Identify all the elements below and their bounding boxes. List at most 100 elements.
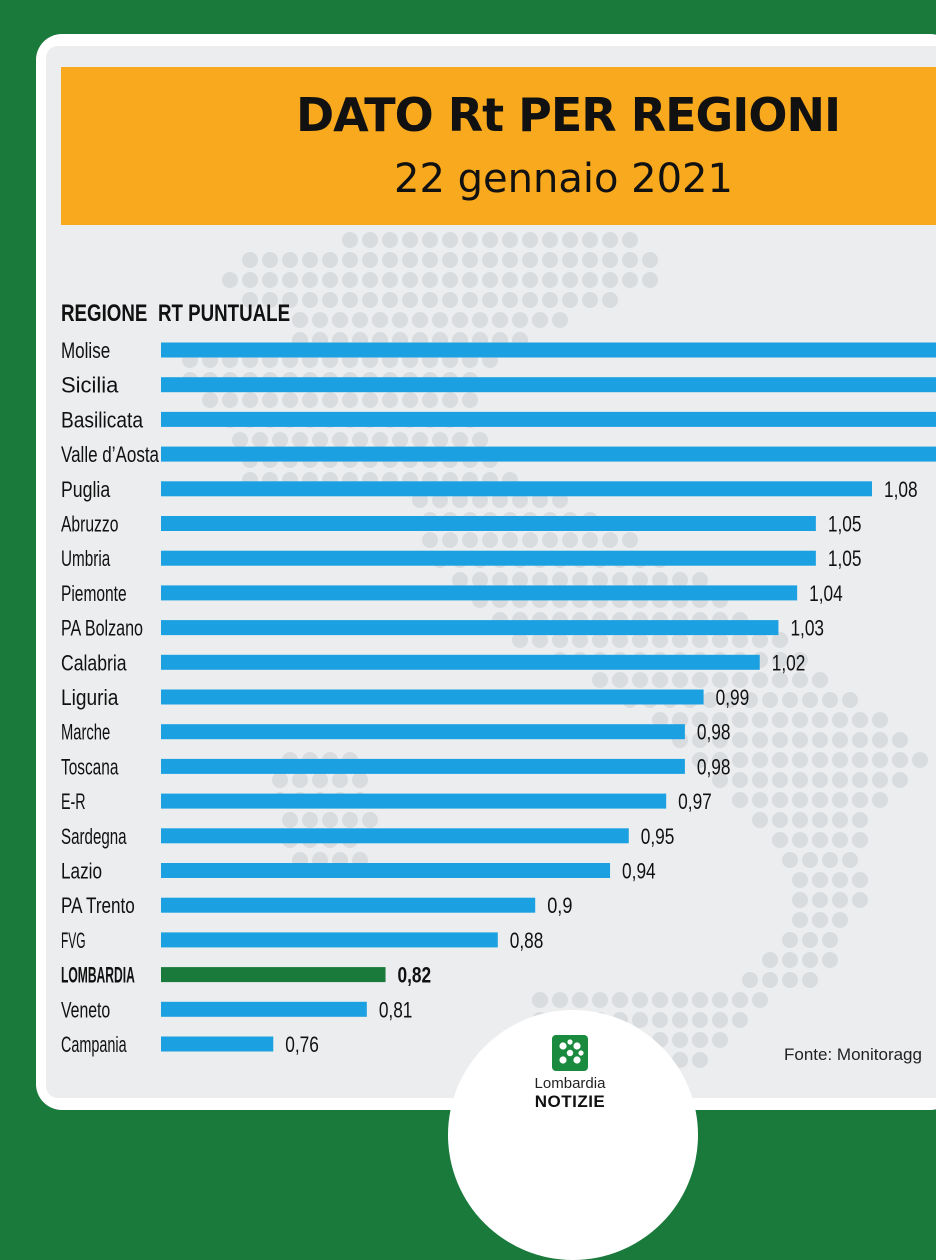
map-dot <box>832 752 848 768</box>
map-dot <box>762 972 778 988</box>
map-dot <box>302 272 318 288</box>
map-dot <box>712 752 728 768</box>
map-dot <box>632 992 648 1008</box>
bar <box>161 724 685 740</box>
map-dot <box>752 752 768 768</box>
map-dot <box>812 812 828 828</box>
map-dot <box>282 292 298 308</box>
map-dot <box>692 1012 708 1028</box>
map-dot <box>562 252 578 268</box>
map-dot <box>442 392 458 408</box>
map-dot <box>622 532 638 548</box>
map-dot <box>692 1032 708 1048</box>
map-dot <box>472 432 488 448</box>
map-dot <box>572 572 588 588</box>
bar <box>161 377 936 393</box>
map-dot <box>362 252 378 268</box>
map-dot <box>442 532 458 548</box>
map-dot <box>792 812 808 828</box>
map-dot <box>422 532 438 548</box>
data-label: 1,05 <box>828 512 862 537</box>
data-label: 0,94 <box>622 859 656 884</box>
map-dot <box>622 232 638 248</box>
map-dot <box>612 632 628 648</box>
map-dot <box>802 932 818 948</box>
map-dot <box>392 312 408 328</box>
map-dot <box>772 712 788 728</box>
map-dot <box>852 712 868 728</box>
map-dot <box>592 632 608 648</box>
map-dot <box>302 292 318 308</box>
category-label: Abruzzo <box>61 512 118 537</box>
map-dot <box>802 972 818 988</box>
map-dot <box>582 272 598 288</box>
map-dot <box>852 752 868 768</box>
map-dot <box>572 632 588 648</box>
category-label: Calabria <box>61 650 127 675</box>
map-dot <box>832 732 848 748</box>
bar <box>161 654 760 670</box>
map-dot <box>732 752 748 768</box>
map-dot <box>712 1012 728 1028</box>
data-label: 1,04 <box>809 581 843 606</box>
map-dot <box>712 732 728 748</box>
map-dot <box>492 312 508 328</box>
map-dot <box>782 852 798 868</box>
chart-title: DATO Rt PER REGIONI <box>296 88 841 142</box>
bar <box>161 411 936 427</box>
map-dot <box>692 632 708 648</box>
map-dot <box>562 232 578 248</box>
map-dot <box>552 992 568 1008</box>
map-dot <box>842 692 858 708</box>
map-dot <box>552 572 568 588</box>
map-dot <box>402 272 418 288</box>
map-dot <box>292 432 308 448</box>
map-dot <box>782 952 798 968</box>
map-dot <box>382 272 398 288</box>
map-dot <box>642 272 658 288</box>
map-dot <box>792 732 808 748</box>
data-label: 0,76 <box>285 1032 319 1057</box>
map-dot <box>382 232 398 248</box>
map-dot <box>752 632 768 648</box>
map-dot <box>602 252 618 268</box>
map-dot <box>632 632 648 648</box>
bar <box>161 481 872 497</box>
map-dot <box>642 252 658 268</box>
map-dot <box>442 252 458 268</box>
map-dot <box>512 572 528 588</box>
column-header-rt: RT PUNTUALE <box>158 300 291 327</box>
data-label: 0,88 <box>510 928 544 953</box>
map-dot <box>462 252 478 268</box>
chart-date: 22 gennaio 2021 <box>394 156 733 202</box>
map-dot <box>312 312 328 328</box>
map-dot <box>832 912 848 928</box>
map-dot <box>752 772 768 788</box>
map-dot <box>812 892 828 908</box>
map-dot <box>632 572 648 588</box>
map-dot <box>312 432 328 448</box>
map-dot <box>672 572 688 588</box>
map-dot <box>672 632 688 648</box>
map-dot <box>832 892 848 908</box>
map-dot <box>692 752 708 768</box>
map-dot <box>852 772 868 788</box>
map-dot <box>582 532 598 548</box>
map-dot <box>652 992 668 1008</box>
map-dot <box>832 792 848 808</box>
map-dot <box>772 752 788 768</box>
map-dot <box>712 632 728 648</box>
map-dot <box>812 732 828 748</box>
map-dot <box>652 672 668 688</box>
map-dot <box>852 732 868 748</box>
map-dot <box>612 672 628 688</box>
map-dot <box>892 752 908 768</box>
map-dot <box>242 272 258 288</box>
map-dot <box>422 392 438 408</box>
map-dot <box>582 232 598 248</box>
map-dot <box>792 912 808 928</box>
map-dot <box>702 692 718 708</box>
map-dot <box>522 292 538 308</box>
map-dot <box>262 392 278 408</box>
map-dot <box>732 732 748 748</box>
